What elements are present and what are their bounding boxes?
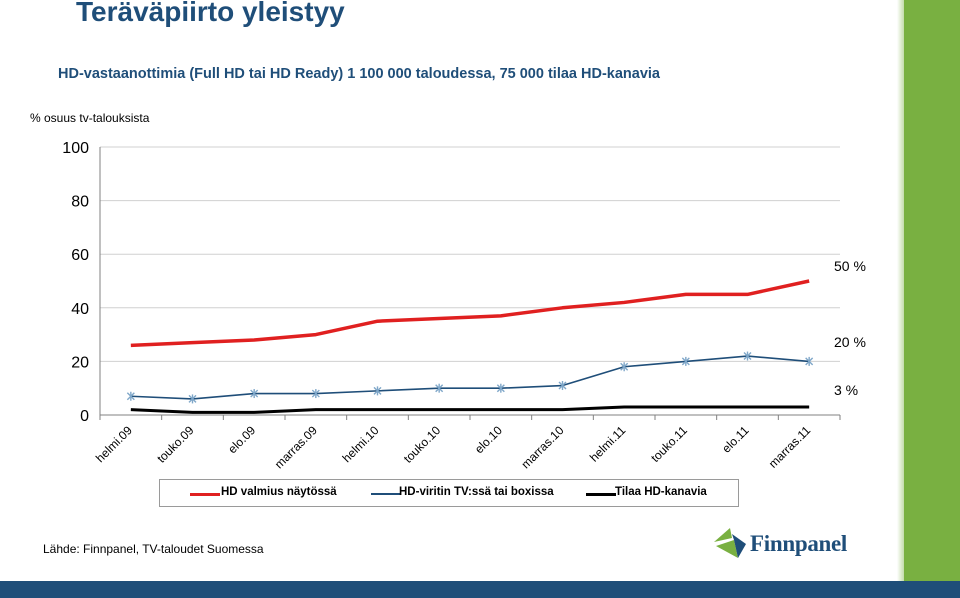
y-tick-label: 60: [71, 247, 89, 264]
series-line: [130, 279, 810, 348]
data-point: [743, 351, 752, 361]
y-tick-label: 80: [71, 194, 89, 211]
x-tick-label: elo.09: [225, 423, 258, 456]
end-value-label: 50 %: [834, 258, 866, 274]
data-point: [373, 386, 382, 396]
y-tick-label: 40: [71, 301, 89, 318]
legend-swatch: [190, 493, 220, 496]
side-decoration-bar: [904, 0, 960, 598]
legend-swatch: [371, 493, 401, 495]
legend-label: Tilaa HD-kanavia: [615, 486, 707, 498]
data-point: [311, 389, 320, 399]
x-tick-label: elo.11: [719, 423, 752, 456]
y-tick-label: 20: [71, 354, 89, 371]
x-tick-label: touko.11: [648, 423, 690, 465]
x-tick-label: helmi.10: [340, 423, 382, 465]
data-point: [250, 389, 259, 399]
y-tick-label: 0: [80, 408, 89, 425]
legend-swatch: [586, 493, 616, 496]
data-point: [805, 356, 814, 366]
legend-label: HD valmius näytössä: [221, 486, 337, 498]
bottom-decoration-bar: [0, 581, 960, 598]
end-value-label: 20 %: [834, 334, 866, 350]
x-tick-label: marras.11: [766, 423, 814, 471]
x-tick-label: marras.09: [272, 423, 320, 471]
finnpanel-logo-icon: [714, 528, 746, 558]
data-point: [435, 383, 444, 393]
data-point: [558, 381, 567, 391]
x-tick-label: marras.10: [519, 423, 567, 471]
end-value-label: 3 %: [834, 382, 858, 398]
data-point: [681, 356, 690, 366]
data-point: [496, 383, 505, 393]
x-tick-label: elo.10: [472, 423, 505, 456]
series-line: [130, 405, 810, 414]
x-tick-label: helmi.09: [93, 423, 135, 465]
chart-legend: HD valmius näytössä HD-viritin TV:ssä ta…: [159, 479, 739, 507]
y-axis-label: % osuus tv-talouksista: [30, 111, 150, 125]
y-tick-label: 100: [62, 140, 89, 157]
finnpanel-logo-text: Finnpanel: [750, 531, 848, 556]
slide-title: Teräväpiirto yleistyy: [76, 0, 345, 27]
x-tick-label: touko.09: [154, 423, 197, 466]
side-decoration-shade: [897, 0, 904, 598]
legend-label: HD-viritin TV:ssä tai boxissa: [399, 486, 554, 498]
data-point: [126, 391, 135, 401]
data-point: [620, 362, 629, 372]
x-tick-label: helmi.11: [587, 423, 629, 465]
source-note: Lähde: Finnpanel, TV-taloudet Suomessa: [43, 542, 264, 556]
series-line: [130, 355, 810, 400]
data-point: [188, 394, 197, 404]
slide-subtitle: HD-vastaanottimia (Full HD tai HD Ready)…: [58, 66, 660, 82]
x-tick-label: touko.10: [401, 423, 444, 466]
